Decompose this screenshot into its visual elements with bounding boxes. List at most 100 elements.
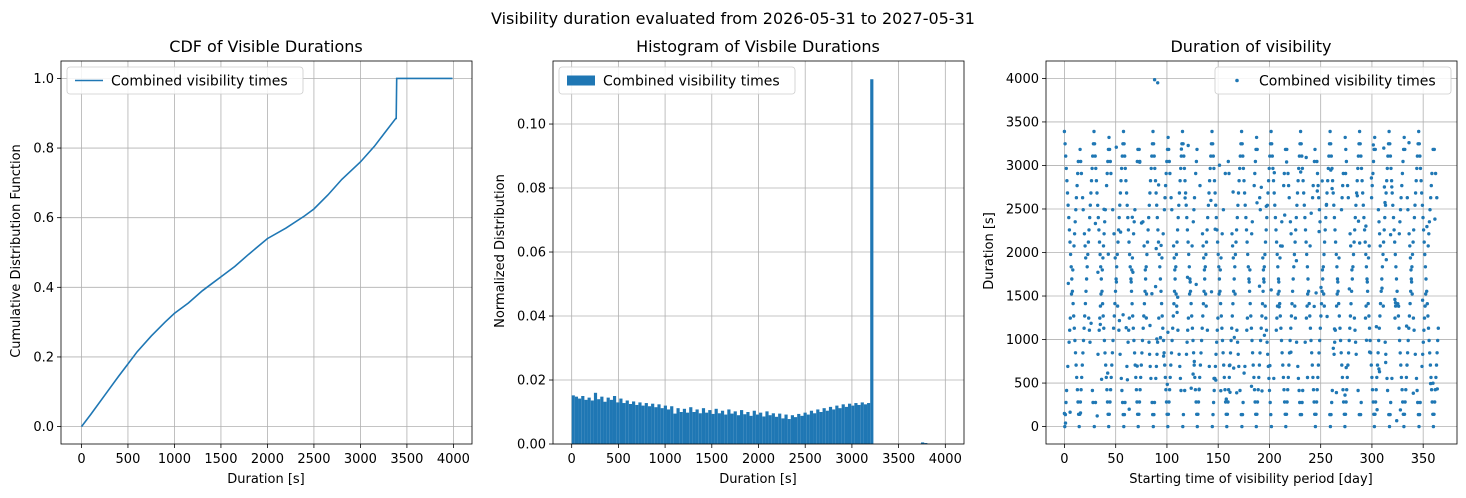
scatter-point <box>1253 171 1257 176</box>
scatter-point <box>1158 265 1162 269</box>
scatter-point <box>1412 215 1417 220</box>
histogram-bar <box>851 405 855 444</box>
scatter-point <box>1185 228 1190 232</box>
scatter-point <box>1237 179 1241 183</box>
scatter-point <box>1405 363 1409 367</box>
scatter-point <box>1144 292 1149 296</box>
cdf-title: CDF of Visible Durations <box>169 37 362 56</box>
scatter-point <box>1255 412 1259 416</box>
grid-0 <box>61 61 472 444</box>
scatter-point <box>1062 129 1067 134</box>
scatter-point <box>1235 391 1239 395</box>
scatter-point <box>1295 203 1299 207</box>
scatter-point <box>1232 277 1236 281</box>
scatter-point <box>1094 166 1098 171</box>
scatter-point <box>1186 316 1191 320</box>
scatter-point <box>1252 183 1256 188</box>
scatter-point <box>1212 388 1216 393</box>
scatter-point <box>1183 179 1187 183</box>
scatter-point <box>1401 159 1405 164</box>
scatter-point <box>1154 191 1158 195</box>
scatter-point <box>1378 314 1382 318</box>
scatter-point <box>1274 228 1278 232</box>
histogram-bar <box>771 413 775 444</box>
scatter-point <box>1121 313 1125 317</box>
scatter-point <box>1247 289 1252 293</box>
scatter-point <box>1260 314 1264 318</box>
scatter-point <box>1078 411 1083 415</box>
histogram-bar <box>736 415 741 444</box>
scatter-point <box>1209 290 1214 294</box>
x-tick-label: 4000 <box>929 452 962 467</box>
scatter-point <box>1217 163 1222 167</box>
scatter-point <box>1253 159 1258 164</box>
scatter-point <box>1388 412 1392 417</box>
scatter-point <box>1221 351 1225 355</box>
scatter-point <box>1147 340 1151 344</box>
scatter-point <box>1131 270 1135 274</box>
cdf-line <box>80 77 453 428</box>
scatter-point <box>1234 228 1239 232</box>
scatter-point <box>1380 265 1385 269</box>
scatter-point <box>1403 147 1407 152</box>
scatter-point <box>1207 191 1211 195</box>
scatter-point <box>1146 228 1150 232</box>
scatter-point <box>1377 370 1382 374</box>
scatter-point <box>1271 179 1276 183</box>
scatter-point <box>1275 252 1279 257</box>
scatter-point <box>1282 171 1287 176</box>
scatter-point <box>1195 147 1199 152</box>
scatter-point <box>1343 412 1348 416</box>
scatter-point <box>1163 183 1168 188</box>
scatter-point <box>1267 376 1271 381</box>
scatter-point <box>1209 198 1213 203</box>
histogram-bar <box>660 408 664 444</box>
scatter-point <box>1268 154 1272 158</box>
scatter-point <box>1193 375 1197 380</box>
scatter-point <box>1245 328 1249 332</box>
scatter-point <box>1335 277 1340 281</box>
scatter-point <box>1241 166 1246 171</box>
scatter-point <box>1084 277 1089 281</box>
scatter-point <box>1123 400 1127 405</box>
scatter-point <box>1176 215 1180 220</box>
scatter-point <box>1285 147 1289 152</box>
scatter-point <box>1406 338 1410 343</box>
scatter-point <box>1423 304 1427 308</box>
histogram-bar <box>622 403 626 444</box>
histogram-bar <box>860 402 864 444</box>
scatter-point <box>1419 179 1423 183</box>
scatter-point <box>1304 240 1308 244</box>
scatter-point <box>1334 390 1339 395</box>
scatter-point <box>1138 160 1142 164</box>
scatter-point <box>1124 179 1128 183</box>
scatter-point <box>1400 388 1404 392</box>
scatter-point <box>1161 338 1166 343</box>
y-tick-label: 0.08 <box>517 182 546 197</box>
scatter-point <box>1199 338 1204 343</box>
scatter-point <box>1353 328 1357 332</box>
scatter-point <box>1087 228 1091 232</box>
scatter-point <box>1113 301 1117 306</box>
scatter-point <box>1086 252 1090 257</box>
scatter-point <box>1336 280 1340 284</box>
scatter-point <box>1231 190 1235 194</box>
scatter-point <box>1281 375 1286 380</box>
scatter-point <box>1299 412 1304 417</box>
scatter-point <box>1377 326 1382 330</box>
scatter-point <box>1213 191 1217 195</box>
scatter-point <box>1202 256 1206 260</box>
scatter-point <box>1259 326 1263 330</box>
scatter-point <box>1273 215 1278 220</box>
scatter-point <box>1065 179 1069 183</box>
scatter-point <box>1155 352 1159 356</box>
scatter-point <box>1344 400 1348 404</box>
histogram-bar <box>670 406 674 444</box>
histogram-bar <box>717 413 721 444</box>
scatter-point <box>1428 363 1433 367</box>
scatter-point <box>1431 381 1435 385</box>
scatter-point <box>1081 208 1085 212</box>
scatter-point <box>1297 166 1301 171</box>
scatter-point <box>1148 364 1152 369</box>
scatter-point <box>1318 220 1322 224</box>
